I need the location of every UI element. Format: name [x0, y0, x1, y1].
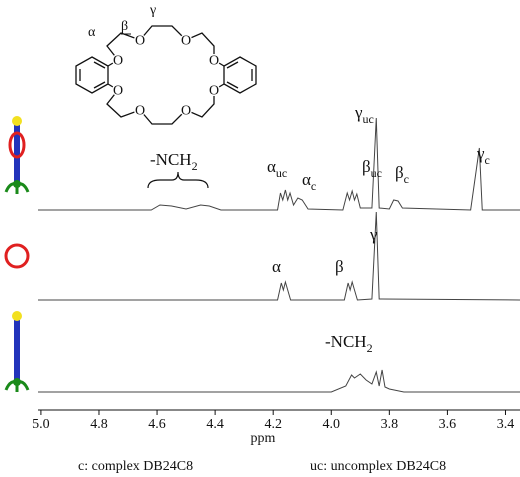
x-tick-label: 4.0 — [323, 417, 341, 432]
peak-label: γuc — [354, 103, 374, 126]
x-tick-label: 4.6 — [148, 417, 166, 432]
peak-label-sub: uc — [371, 166, 382, 180]
peak-label: -NCH2 — [325, 332, 373, 355]
atom-bg — [134, 34, 146, 46]
peak-label: αuc — [267, 157, 287, 180]
ring-icon — [4, 243, 30, 269]
peak-label: βuc — [362, 157, 382, 180]
atom-bg — [134, 104, 146, 116]
atom-label: O — [209, 54, 219, 69]
peak-label: γ — [369, 225, 378, 244]
atom-bg — [180, 34, 192, 46]
peak-label: -NCH2 — [150, 150, 198, 173]
atom-bg — [208, 84, 220, 96]
caption: uc: uncomplex DB24C8 — [310, 459, 446, 474]
peak-label-main: α — [272, 257, 281, 276]
peak-label-sub: 2 — [367, 341, 373, 355]
peak-label-sub: uc — [363, 112, 374, 126]
atom-label: O — [135, 34, 145, 49]
peak-label: α — [272, 257, 281, 276]
peak-label-sub: c — [485, 153, 490, 167]
atom-label: O — [181, 104, 191, 119]
atom-label: O — [209, 84, 219, 99]
peak-label: βc — [395, 163, 409, 186]
peak-label-main: α — [267, 157, 276, 176]
peak-label: γc — [476, 144, 490, 167]
peak-label-main: α — [302, 170, 311, 189]
brace — [147, 171, 209, 189]
axle-icon — [4, 311, 30, 392]
molecule — [75, 25, 257, 125]
x-tick-label: 3.8 — [381, 417, 399, 432]
peak-label-main: -NCH — [325, 332, 367, 351]
spectrum-line — [38, 369, 520, 393]
x-tick-label: 4.2 — [264, 417, 282, 432]
atom-bg — [208, 54, 220, 66]
peak-label: β — [335, 257, 344, 276]
spectrum-line — [38, 117, 520, 211]
x-tick-label: 5.0 — [32, 417, 50, 432]
spectrum-line — [38, 211, 520, 301]
position-label: γ — [149, 3, 156, 18]
x-tick-label: 3.4 — [497, 417, 515, 432]
peak-label-main: β — [335, 257, 344, 276]
x-axis-label: ppm — [251, 431, 276, 446]
peak-label: αc — [302, 170, 316, 193]
peak-label-sub: c — [311, 179, 316, 193]
atom-label: O — [181, 34, 191, 49]
atom-bg — [180, 104, 192, 116]
peak-label-main: γ — [369, 225, 378, 244]
position-label: α — [88, 25, 96, 40]
peak-label-main: γ — [354, 103, 363, 122]
atom-label: O — [113, 84, 123, 99]
atom-label: O — [113, 54, 123, 69]
atom-bg — [112, 54, 124, 66]
peak-label-main: β — [362, 157, 371, 176]
x-tick-label: 3.6 — [439, 417, 457, 432]
rotaxane-icon — [4, 116, 30, 194]
peak-label-main: γ — [476, 144, 485, 163]
peak-label-main: β — [395, 163, 404, 182]
peak-label-sub: 2 — [192, 159, 198, 173]
position-label: β — [121, 19, 128, 34]
atom-bg — [112, 84, 124, 96]
peak-label-sub: c — [404, 172, 409, 186]
peak-label-main: -NCH — [150, 150, 192, 169]
caption: c: complex DB24C8 — [78, 459, 193, 474]
x-tick-label: 4.4 — [206, 417, 224, 432]
peak-label-sub: uc — [276, 166, 287, 180]
atom-label: O — [135, 104, 145, 119]
x-tick-label: 4.8 — [90, 417, 108, 432]
